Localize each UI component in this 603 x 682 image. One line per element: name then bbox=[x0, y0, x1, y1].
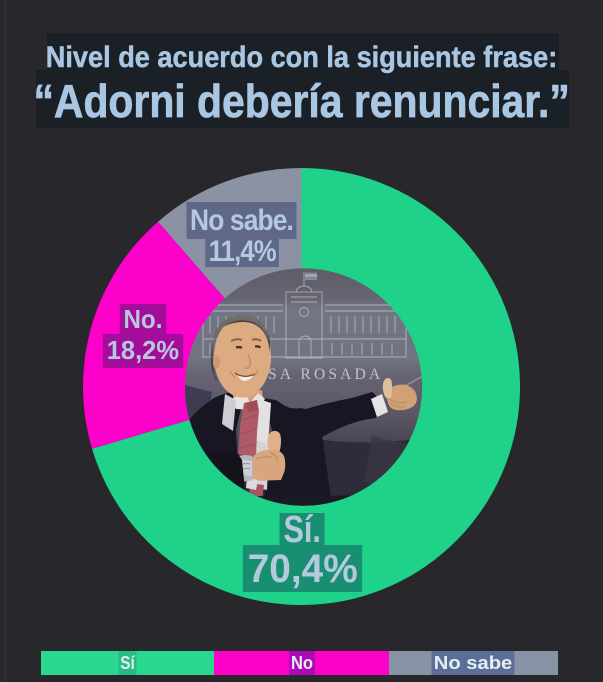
svg-text:SA ROSADA: SA ROSADA bbox=[268, 366, 383, 383]
